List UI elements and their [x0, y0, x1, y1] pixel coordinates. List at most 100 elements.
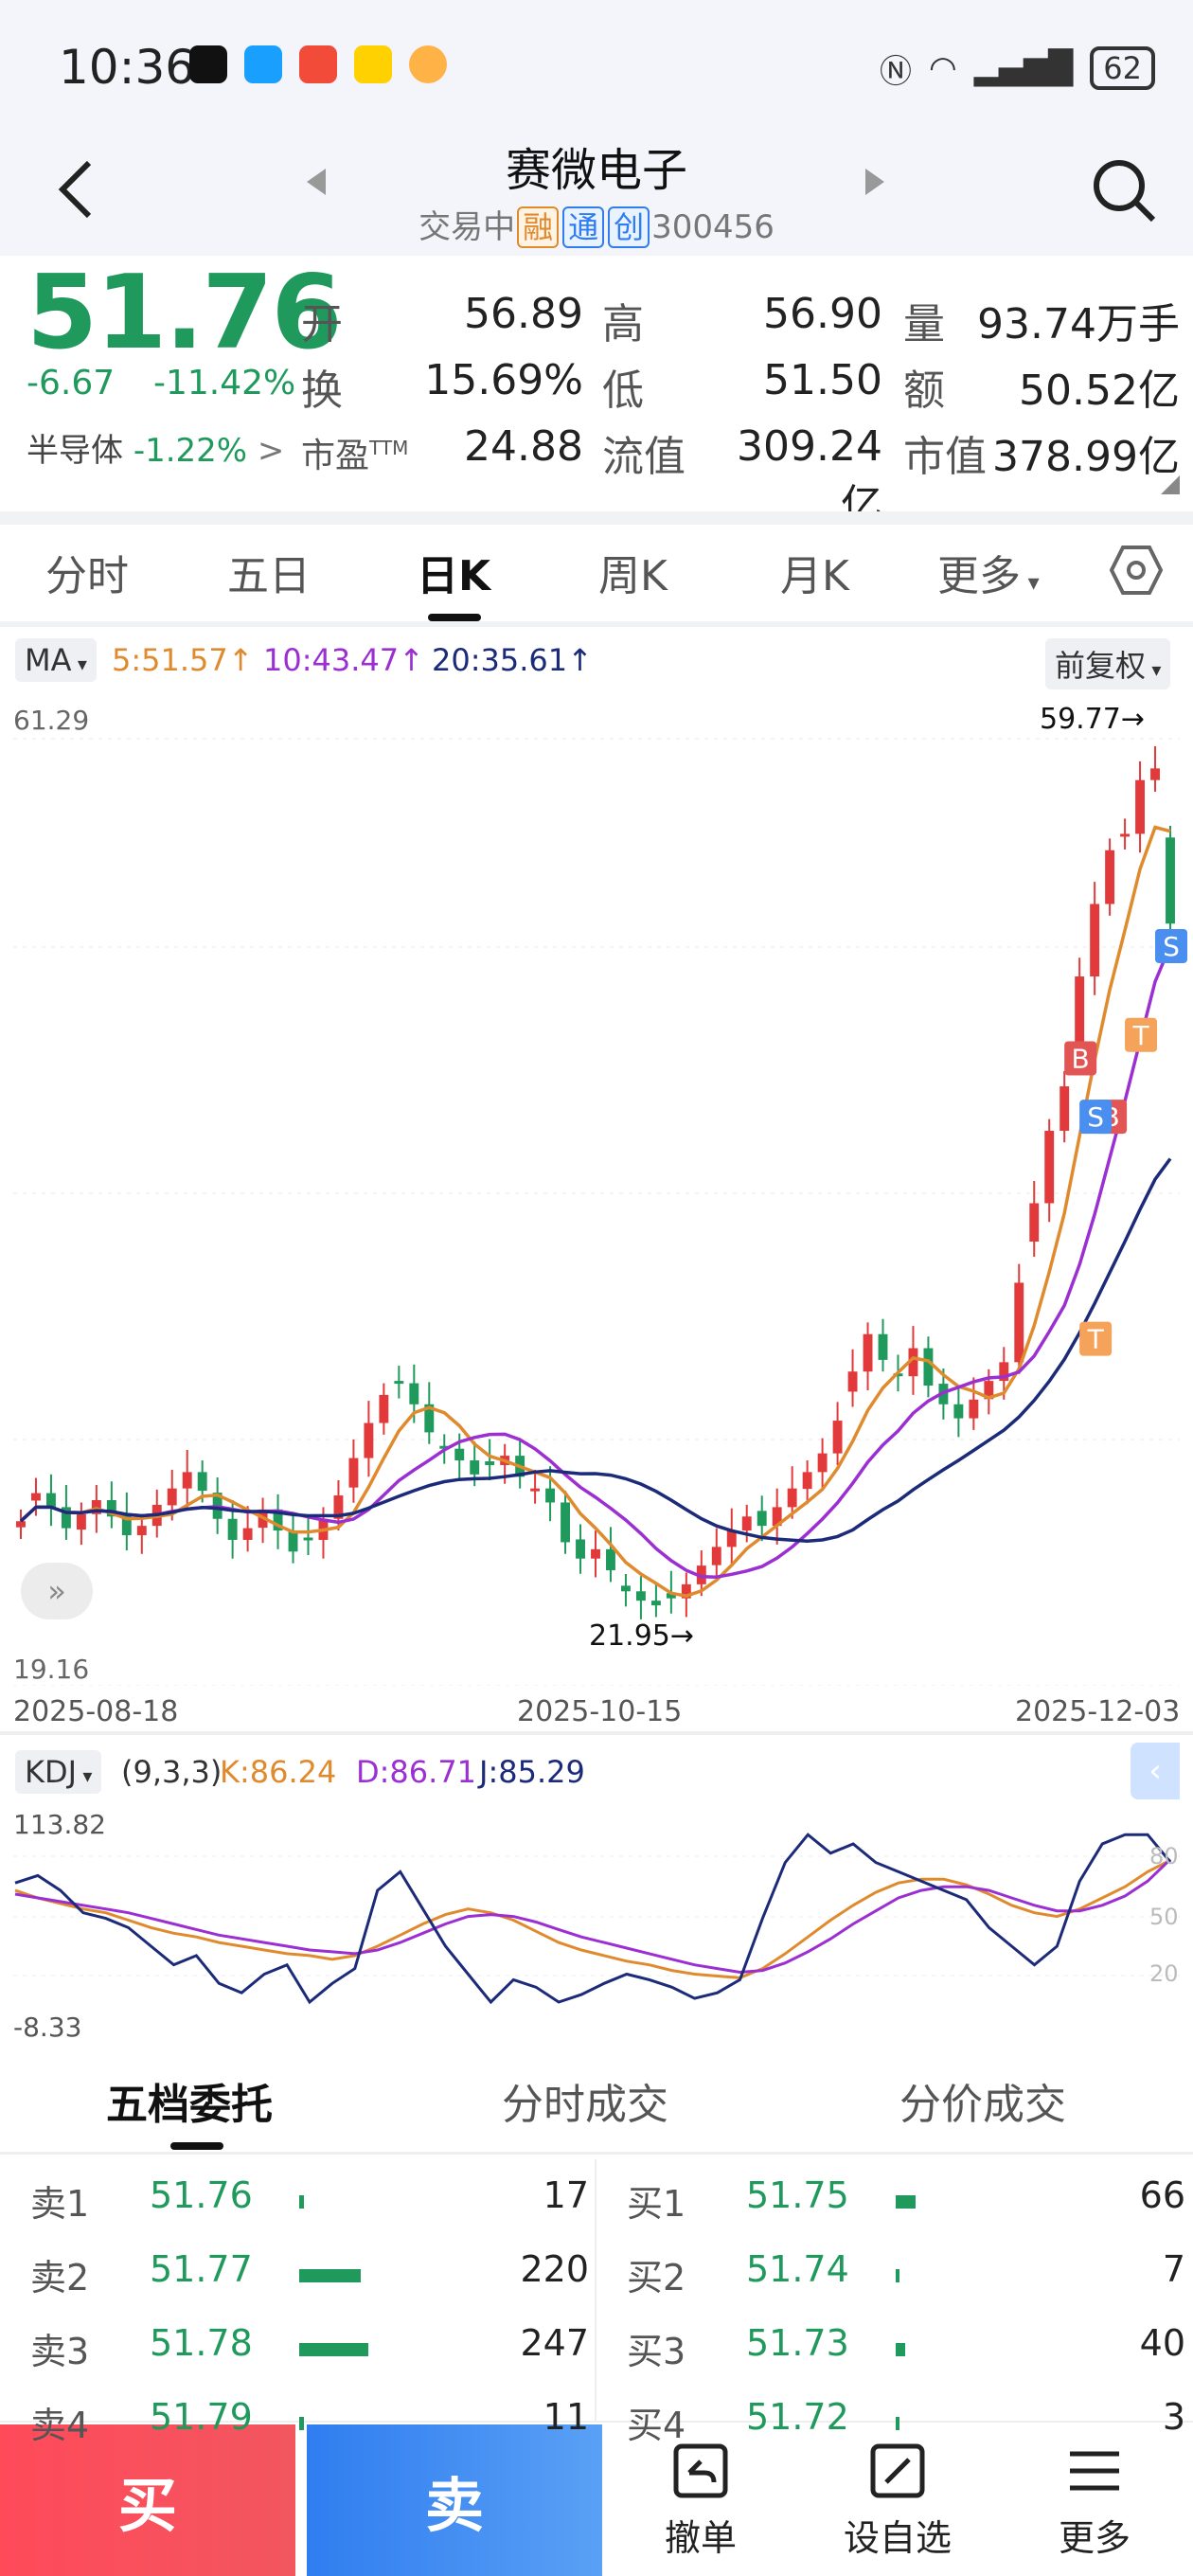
candle-body [1135, 779, 1146, 834]
app-icon [409, 45, 447, 83]
more-label: 更多 [1058, 2516, 1131, 2559]
candle-body [757, 1511, 767, 1527]
candle-body [242, 1528, 253, 1540]
turnover-label: 换 [301, 367, 343, 415]
add-watchlist-button[interactable]: 设自选 [803, 2424, 992, 2576]
adjust-selector[interactable]: 前复权 ▾ [1045, 638, 1171, 689]
candle-body [999, 1362, 1009, 1382]
ask-level-price: 51.78 [150, 2322, 253, 2364]
candle-body [424, 1404, 435, 1433]
kdj-d-line [14, 1858, 1172, 1975]
pe-label: 市盈TTM [301, 437, 409, 475]
tiktok-icon [189, 45, 227, 83]
tab-more[interactable]: 更多 ▾ [937, 552, 1040, 600]
cancel-order-button[interactable]: 撤单 [606, 2424, 795, 2576]
tab-daily-k[interactable]: 日K [417, 552, 491, 600]
candle-body [561, 1502, 571, 1543]
buy-button[interactable]: 买 [0, 2424, 295, 2576]
candle-body [635, 1591, 646, 1601]
bid-level-volume-bar [896, 2343, 906, 2356]
sector-link[interactable]: 半导体 -1.22% > [27, 424, 284, 471]
kdj-chart[interactable] [0, 1809, 1193, 2036]
candle-body [530, 1488, 541, 1492]
date-label-start: 2025-08-18 [13, 1695, 179, 1728]
ask-level-volume-bar [299, 2269, 361, 2282]
expand-corner-icon[interactable] [1161, 475, 1180, 494]
ask-level-row[interactable]: 卖4 51.79 11 [30, 2396, 598, 2453]
candle-body [908, 1348, 918, 1377]
ma5-value: 5:51.57↑ [112, 642, 254, 678]
candle-body [545, 1488, 556, 1503]
tab-monthly-k[interactable]: 月K [780, 552, 849, 600]
ma-selector[interactable]: MA ▾ [15, 638, 97, 682]
tab-tick-trades[interactable]: 分时成交 [502, 2081, 668, 2129]
ask-level-row[interactable]: 卖2 51.77 220 [30, 2248, 598, 2305]
quote-panel [0, 256, 1193, 510]
kdj-j-value: J:85.29 [479, 1754, 585, 1790]
candle-body [1166, 837, 1175, 924]
candle-body [1075, 976, 1085, 1050]
bid-level-label: 买4 [627, 2405, 686, 2446]
ask-level-volume-bar [299, 2343, 368, 2356]
kline-chart[interactable]: BBSTTS [0, 701, 1193, 1686]
candle-body [817, 1453, 828, 1473]
ask-level-volume: 247 [520, 2322, 589, 2364]
bid-level-volume: 40 [1139, 2322, 1185, 2364]
candle-body [273, 1509, 283, 1531]
candle-body [121, 1514, 132, 1536]
stock-subtitle: 交易中融通创 300456 [0, 201, 1193, 248]
bid-level-row[interactable]: 买4 51.72 3 [627, 2396, 1193, 2453]
tab-order-book[interactable]: 五档委托 [106, 2081, 273, 2129]
candle-body [182, 1472, 192, 1489]
ask-level-row[interactable]: 卖3 51.78 247 [30, 2322, 598, 2379]
chevron-left-icon: ‹ [1148, 1752, 1162, 1790]
candle-body [197, 1472, 207, 1492]
candle-body [379, 1394, 389, 1423]
more-button[interactable]: 更多 [1000, 2424, 1189, 2576]
caret-down-icon: ▾ [1146, 658, 1162, 681]
trade-marker-t: T [1125, 1017, 1158, 1052]
trade-marker-b: B [1064, 1041, 1097, 1076]
high-annotation: 59.77→ [1040, 703, 1146, 736]
order-tab-indicator [170, 2142, 223, 2150]
chevron-right-icon: > [257, 432, 285, 470]
candle-body [878, 1333, 888, 1360]
bid-level-row[interactable]: 买1 51.75 66 [627, 2174, 1193, 2231]
back-button[interactable] [57, 159, 95, 220]
collapse-panel-button[interactable]: ‹ [1131, 1743, 1180, 1799]
kdj-tick-80: 80 [1149, 1843, 1179, 1869]
candle-body [1044, 1130, 1055, 1204]
candle-body [802, 1472, 812, 1490]
trade-marker-s: S [1155, 928, 1187, 963]
bid-level-row[interactable]: 买2 51.74 7 [627, 2248, 1193, 2305]
tab-five-day[interactable]: 五日 [227, 552, 311, 600]
message-icon [244, 45, 282, 83]
ask-level-volume-bar [299, 2195, 305, 2209]
ma10-value: 10:43.47↑ [263, 642, 424, 678]
search-button[interactable] [1091, 157, 1157, 227]
candle-body [364, 1422, 374, 1458]
svg-text:T: T [1131, 1020, 1149, 1051]
sector-name: 半导体 [27, 432, 123, 470]
chart-settings-button[interactable] [1109, 544, 1164, 600]
expand-chart-button[interactable]: » [21, 1563, 93, 1619]
ask-level-label: 卖2 [30, 2257, 90, 2299]
volume-value: 93.74万手 [977, 300, 1180, 349]
tab-weekly-k[interactable]: 周K [598, 552, 668, 600]
next-stock-button[interactable] [864, 167, 886, 201]
kdj-selector[interactable]: KDJ ▾ [15, 1750, 102, 1794]
float-cap-value: 309.24亿 [737, 422, 882, 529]
ask-level-label: 卖3 [30, 2331, 90, 2372]
sell-button[interactable]: 卖 [307, 2424, 602, 2576]
ask-level-row[interactable]: 卖1 51.76 17 [30, 2174, 598, 2231]
candle-body [984, 1381, 994, 1400]
candle-body [1014, 1282, 1024, 1363]
bid-level-row[interactable]: 买3 51.73 40 [627, 2322, 1193, 2379]
trade-marker-s: S [1079, 1100, 1113, 1135]
amount-label: 额 [903, 367, 945, 415]
prev-stock-button[interactable] [305, 167, 328, 201]
market-cap-label: 市值 [903, 433, 987, 481]
tab-price-volume[interactable]: 分价成交 [899, 2081, 1066, 2129]
tab-intraday[interactable]: 分时 [45, 552, 129, 600]
svg-text:S: S [1163, 931, 1180, 962]
